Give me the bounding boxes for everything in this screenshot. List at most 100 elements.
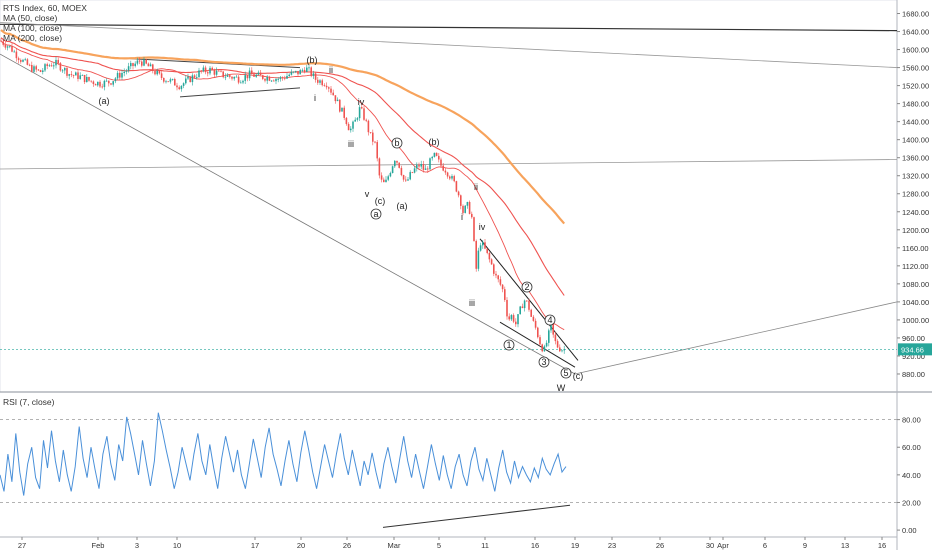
candle-body (149, 64, 152, 67)
candle-body (317, 79, 319, 83)
candle-body (306, 67, 308, 72)
candle-body (209, 67, 211, 74)
candle-body (108, 80, 110, 84)
candle-body (174, 79, 176, 86)
candle-body (97, 81, 99, 86)
candle-body (277, 78, 279, 80)
candle-body (152, 64, 154, 72)
candle-body (55, 59, 57, 66)
wave-label: (c) (375, 196, 386, 206)
candle-body (160, 73, 163, 78)
candle-body (442, 165, 444, 171)
candle-body (416, 165, 418, 169)
y-tick-label: 1560.00 (902, 64, 929, 73)
candle-body (83, 74, 86, 83)
candle-body (268, 76, 271, 81)
candle-body (431, 156, 433, 159)
candle-body (389, 172, 392, 177)
candle-body (504, 289, 506, 300)
candle-body (44, 64, 46, 71)
candle-body (193, 75, 196, 78)
moving-average-lines (0, 29, 566, 331)
candle-body (543, 346, 546, 352)
wave-circle (521, 281, 533, 293)
y-tick-label: 1440.00 (902, 118, 929, 127)
wave-label: iv (358, 97, 365, 107)
candle-body (145, 59, 147, 64)
candle-body (387, 176, 389, 180)
y-tick-label: 1640.00 (902, 28, 929, 37)
candle-body (167, 81, 169, 83)
candle-body (411, 172, 414, 173)
candle-body (189, 76, 191, 83)
candle-body (86, 76, 88, 83)
candle-body (297, 70, 299, 75)
y-tick-label: 1080.00 (902, 280, 929, 289)
candle-body (9, 45, 11, 47)
wave-circle (544, 314, 556, 326)
y-tick-label: 1320.00 (902, 172, 929, 181)
rsi-tick-label: 60.00 (902, 443, 921, 452)
candle-body (310, 67, 312, 76)
candle-body (22, 59, 24, 62)
x-tick-label: Mar (388, 541, 401, 550)
candle-body (99, 81, 101, 87)
candle-body (453, 176, 455, 182)
candle-body (528, 300, 530, 310)
candle-body (405, 179, 407, 181)
candle-body (462, 205, 464, 213)
x-tick-label: 27 (18, 541, 26, 550)
candle-body (295, 70, 297, 72)
candle-body (356, 118, 359, 120)
candle-body (385, 179, 387, 183)
candle-body (383, 179, 385, 183)
candle-body (484, 242, 486, 249)
wave-labels: (a)(b)iiiiiiivv(c)ab(a)(b)iiiiiiiv12345(… (99, 55, 584, 393)
candle-body (358, 107, 361, 119)
candle-body (253, 74, 255, 77)
candle-body (418, 165, 420, 167)
candle-body (288, 74, 290, 77)
candle-body (523, 300, 526, 309)
candle-body (413, 168, 416, 173)
candle-body (119, 72, 121, 78)
candle-body (308, 67, 310, 69)
candle-body (493, 264, 495, 274)
y-tick-label: 1120.00 (902, 262, 929, 271)
candle-body (218, 70, 220, 72)
y-tick-label: 1680.00 (902, 10, 929, 19)
candle-body (314, 73, 317, 80)
y-tick-label: 1520.00 (902, 82, 929, 91)
x-tick-label: 26 (343, 541, 351, 550)
wave-label: (c) (573, 371, 584, 381)
horizontal-level (0, 159, 898, 170)
candle-body (270, 80, 273, 82)
candle-body (57, 59, 59, 64)
candle-body (81, 74, 84, 76)
candle-body (537, 327, 539, 338)
candle-body (72, 75, 75, 76)
candle-body (460, 195, 462, 206)
candle-body (246, 75, 249, 79)
candle-body (499, 279, 502, 285)
rsi-panel (0, 412, 897, 528)
y-tick-label: 1160.00 (902, 244, 929, 253)
candle-body (339, 99, 341, 112)
triangle-lower (179, 87, 301, 98)
candle-body (273, 80, 275, 82)
wave-label: iii (348, 139, 354, 149)
candle-body (266, 76, 268, 81)
candle-body (312, 73, 315, 76)
candle-body (328, 87, 330, 89)
wave-label: 4 (547, 315, 552, 325)
candle-body (398, 162, 400, 168)
candle-body (284, 77, 286, 79)
wave-label: (a) (99, 96, 110, 106)
candle-body (259, 72, 262, 76)
x-tick-label: 23 (608, 541, 616, 550)
wave-circle (370, 208, 382, 220)
candle-body (165, 81, 167, 83)
y-tick-label: 1040.00 (902, 298, 929, 307)
candle-body (158, 70, 161, 74)
